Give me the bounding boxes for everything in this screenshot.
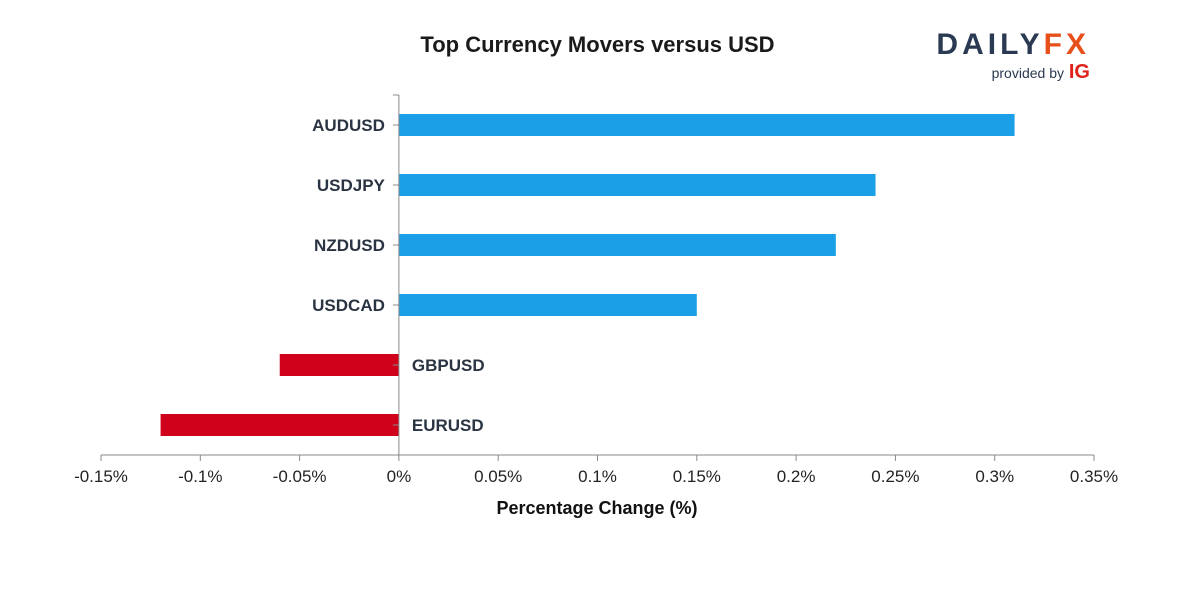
brand-daily: DAILY	[936, 28, 1044, 61]
x-tick-label: 0.15%	[673, 467, 721, 486]
category-label-usdcad: USDCAD	[312, 296, 385, 315]
bar-audusd	[398, 114, 1015, 136]
chart-title: Top Currency Movers versus USD	[420, 32, 775, 57]
brand-wordmark: DAILYFX	[936, 28, 1090, 62]
y-axis: AUDUSD USDJPY NZDUSD USDCAD GBPUSD EURUSD	[312, 94, 485, 455]
x-axis-title: Percentage Change (%)	[496, 498, 697, 518]
x-tick-label: 0.2%	[777, 467, 816, 486]
x-tick-label: 0.3%	[975, 467, 1014, 486]
x-axis: -0.15% -0.1% -0.05% 0% 0.05% 0.1% 0.15% 0.2% 0.2…	[74, 454, 1118, 486]
category-label-audusd: AUDUSD	[312, 116, 385, 135]
category-label-gbpusd: GBPUSD	[412, 356, 485, 375]
brand-provided-by: provided by	[991, 65, 1064, 81]
bar-usdjpy	[398, 174, 876, 196]
brand-fx: FX	[1043, 28, 1090, 61]
brand-provider: IG	[1068, 61, 1090, 83]
x-tick-label: 0%	[387, 467, 412, 486]
x-tick-label: -0.1%	[178, 467, 222, 486]
x-tick-label: 0.25%	[871, 467, 919, 486]
bar-eurusd	[160, 414, 399, 436]
bar-usdcad	[398, 294, 697, 316]
category-label-usdjpy: USDJPY	[317, 176, 386, 195]
bar-gbpusd	[279, 354, 399, 376]
category-label-nzdusd: NZDUSD	[314, 236, 385, 255]
bars-group	[160, 114, 1015, 436]
x-tick-label: 0.05%	[474, 467, 522, 486]
x-tick-label: 0.35%	[1070, 467, 1118, 486]
category-label-eurusd: EURUSD	[412, 416, 484, 435]
bar-nzdusd	[398, 234, 836, 256]
x-tick-label: -0.05%	[273, 467, 327, 486]
x-tick-label: -0.15%	[74, 467, 128, 486]
x-tick-label: 0.1%	[578, 467, 617, 486]
brand-logo: DAILYFX provided by IG	[930, 28, 1090, 84]
